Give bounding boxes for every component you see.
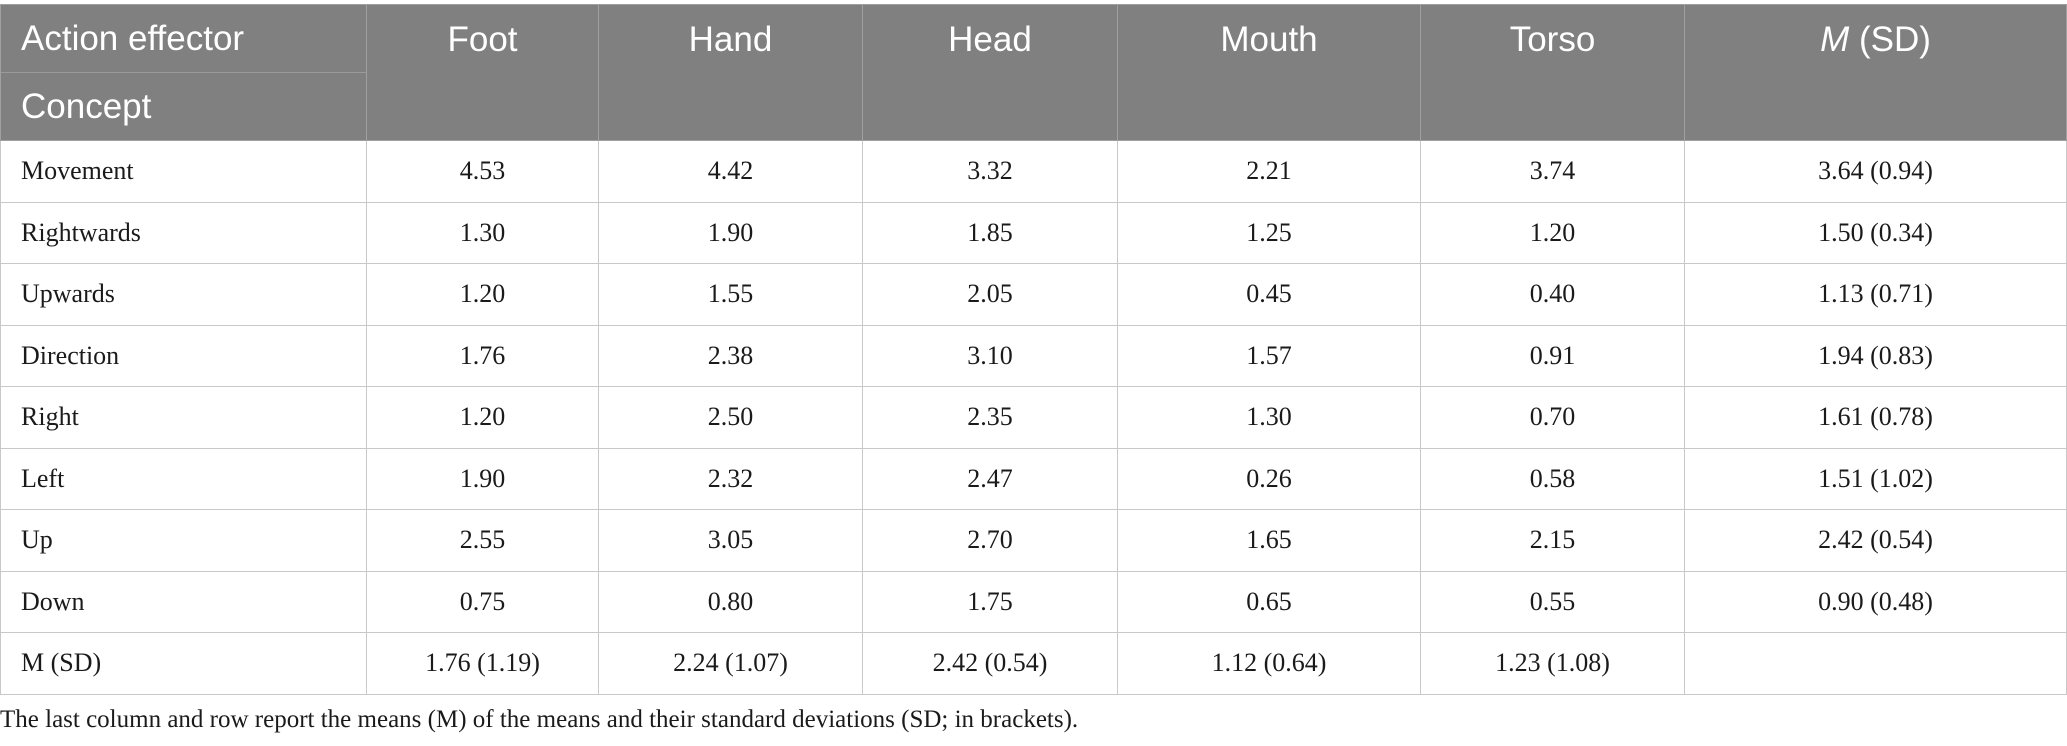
table-cell: 2.55 — [366, 509, 599, 572]
table-cell: 1.30 — [366, 201, 599, 264]
table-cell: 0.58 — [1420, 447, 1685, 510]
table-cell: 3.10 — [862, 324, 1118, 387]
table-cell: 1.25 — [1117, 201, 1421, 264]
table-cell: 3.74 — [1420, 140, 1685, 203]
table-row: Left 1.90 2.32 2.47 0.26 0.58 1.51 (1.02) — [0, 447, 2067, 510]
table-cell: 1.61 (0.78) — [1684, 386, 2067, 449]
table-cell: 1.55 — [598, 263, 863, 326]
table-cell: 1.23 (1.08) — [1420, 632, 1685, 695]
table-cell: 0.40 — [1420, 263, 1685, 326]
row-label: Right — [0, 386, 367, 449]
table-cell: 0.45 — [1117, 263, 1421, 326]
table-cell: 1.90 — [598, 201, 863, 264]
table-cell: 4.53 — [366, 140, 599, 203]
column-header-mean-sd: M (SD) — [1684, 4, 2067, 141]
table-row: Right 1.20 2.50 2.35 1.30 0.70 1.61 (0.78) — [0, 386, 2067, 449]
column-header-label: Torso — [1509, 20, 1596, 59]
table-cell: 2.70 — [862, 509, 1118, 572]
table-row: Down 0.75 0.80 1.75 0.65 0.55 0.90 (0.48) — [0, 570, 2067, 633]
table-cell: 4.42 — [598, 140, 863, 203]
table-cell: 2.32 — [598, 447, 863, 510]
table-cell: 0.65 — [1117, 570, 1421, 633]
table-cell: 1.94 (0.83) — [1684, 324, 2067, 387]
table-cell: 2.15 — [1420, 509, 1685, 572]
column-header-label: M (SD) — [1686, 15, 2065, 65]
table-cell: 2.21 — [1117, 140, 1421, 203]
effector-concept-table: Action effector Concept Foot Hand Head M… — [0, 4, 2067, 695]
table-row: Movement 4.53 4.42 3.32 2.21 3.74 3.64 (0.94) — [0, 140, 2067, 203]
table-body: Movement 4.53 4.42 3.32 2.21 3.74 3.64 (0.94) R… — [0, 140, 2067, 695]
table-row: Rightwards 1.30 1.90 1.85 1.25 1.20 1.50 (0.34… — [0, 201, 2067, 264]
row-label: Left — [0, 447, 367, 510]
table-cell: 3.05 — [598, 509, 863, 572]
table-cell: 0.90 (0.48) — [1684, 570, 2067, 633]
header-row: Action effector Concept Foot Hand Head M… — [0, 4, 2067, 141]
table-cell: 0.91 — [1420, 324, 1685, 387]
table-cell: 1.76 (1.19) — [366, 632, 599, 695]
table-cell: 1.51 (1.02) — [1684, 447, 2067, 510]
table-cell: 2.38 — [598, 324, 863, 387]
table-cell: 2.42 (0.54) — [1684, 509, 2067, 572]
column-header-label: Head — [948, 20, 1032, 59]
table-cell: 1.20 — [366, 386, 599, 449]
table-cell: 2.35 — [862, 386, 1118, 449]
column-header-torso: Torso — [1420, 4, 1685, 141]
table-cell: 1.20 — [366, 263, 599, 326]
table-cell: 1.12 (0.64) — [1117, 632, 1421, 695]
table-cell: 2.24 (1.07) — [598, 632, 863, 695]
table-cell: 1.50 (0.34) — [1684, 201, 2067, 264]
table-cell: 1.30 — [1117, 386, 1421, 449]
column-header-head: Head — [862, 4, 1118, 141]
table-cell: 1.13 (0.71) — [1684, 263, 2067, 326]
table-footnote: The last column and row report the means… — [0, 706, 1079, 733]
table-cell: 1.20 — [1420, 201, 1685, 264]
row-label: M (SD) — [0, 632, 367, 695]
table-cell: 3.32 — [862, 140, 1118, 203]
table-cell: 1.75 — [862, 570, 1118, 633]
table-cell: 0.55 — [1420, 570, 1685, 633]
action-effector-label: Action effector — [1, 5, 366, 73]
table-row: Direction 1.76 2.38 3.10 1.57 0.91 1.94 (0.83) — [0, 324, 2067, 387]
table-cell: 2.47 — [862, 447, 1118, 510]
mean-symbol: M — [1820, 20, 1850, 59]
table-row: M (SD) 1.76 (1.19) 2.24 (1.07) 2.42 (0.54) 1… — [0, 632, 2067, 695]
column-header-foot: Foot — [366, 4, 599, 141]
table-cell: 1.57 — [1117, 324, 1421, 387]
column-header-label: Mouth — [1220, 20, 1318, 59]
table-row: Upwards 1.20 1.55 2.05 0.45 0.40 1.13 (0.71) — [0, 263, 2067, 326]
table-cell — [1684, 632, 2067, 695]
row-label: Rightwards — [0, 201, 367, 264]
table-cell: 2.05 — [862, 263, 1118, 326]
column-header-mouth: Mouth — [1117, 4, 1421, 141]
table-cell: 0.80 — [598, 570, 863, 633]
table-cell: 0.70 — [1420, 386, 1685, 449]
table-cell: 0.75 — [366, 570, 599, 633]
table-cell: 0.26 — [1117, 447, 1421, 510]
table-cell: 1.90 — [366, 447, 599, 510]
table-cell: 2.50 — [598, 386, 863, 449]
table-cell: 1.65 — [1117, 509, 1421, 572]
row-label: Direction — [0, 324, 367, 387]
column-header-hand: Hand — [598, 4, 863, 141]
column-header-label: Foot — [447, 20, 518, 59]
table-cell: 1.85 — [862, 201, 1118, 264]
table-cell: 2.42 (0.54) — [862, 632, 1118, 695]
row-label: Up — [0, 509, 367, 572]
corner-header-cell: Action effector Concept — [0, 4, 367, 141]
concept-label: Concept — [21, 87, 152, 126]
row-label: Upwards — [0, 263, 367, 326]
row-label: Down — [0, 570, 367, 633]
column-header-label: Hand — [688, 20, 773, 59]
sd-suffix: (SD) — [1849, 20, 1931, 59]
table-cell: 3.64 (0.94) — [1684, 140, 2067, 203]
table-row: Up 2.55 3.05 2.70 1.65 2.15 2.42 (0.54) — [0, 509, 2067, 572]
table-cell: 1.76 — [366, 324, 599, 387]
row-label: Movement — [0, 140, 367, 203]
